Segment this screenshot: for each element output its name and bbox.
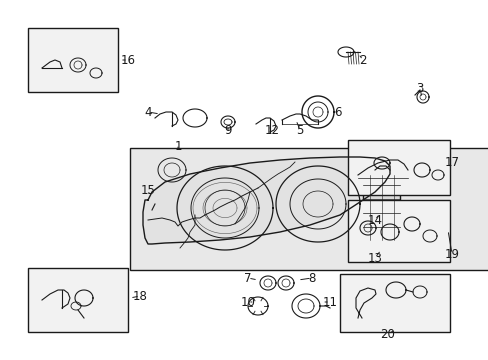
Text: 14: 14 [367, 213, 382, 226]
Text: 11: 11 [322, 296, 337, 309]
Bar [339, 274, 449, 332]
Text: 2: 2 [359, 54, 366, 67]
Text: 1: 1 [174, 140, 182, 153]
Text: 7: 7 [244, 271, 251, 284]
Polygon shape [142, 157, 389, 244]
Text: 19: 19 [444, 248, 459, 261]
Bar [347, 140, 449, 195]
Text: 17: 17 [444, 156, 459, 168]
Text: 20: 20 [380, 328, 395, 341]
Text: 12: 12 [264, 123, 279, 136]
Bar [362, 175, 399, 240]
Bar [347, 200, 449, 262]
Text: 10: 10 [240, 296, 255, 309]
Text: 18: 18 [132, 289, 147, 302]
Bar [28, 268, 128, 332]
Bar [28, 28, 118, 92]
Text: 8: 8 [307, 271, 315, 284]
Bar [362, 228, 399, 256]
Text: 5: 5 [296, 123, 303, 136]
Text: 3: 3 [415, 81, 423, 94]
Text: 13: 13 [367, 252, 382, 265]
Text: 6: 6 [334, 105, 341, 118]
Text: 15: 15 [140, 184, 155, 197]
Text: 9: 9 [224, 123, 231, 136]
Text: 16: 16 [120, 54, 135, 67]
Text: 4: 4 [144, 105, 151, 118]
Bar [130, 148, 488, 270]
